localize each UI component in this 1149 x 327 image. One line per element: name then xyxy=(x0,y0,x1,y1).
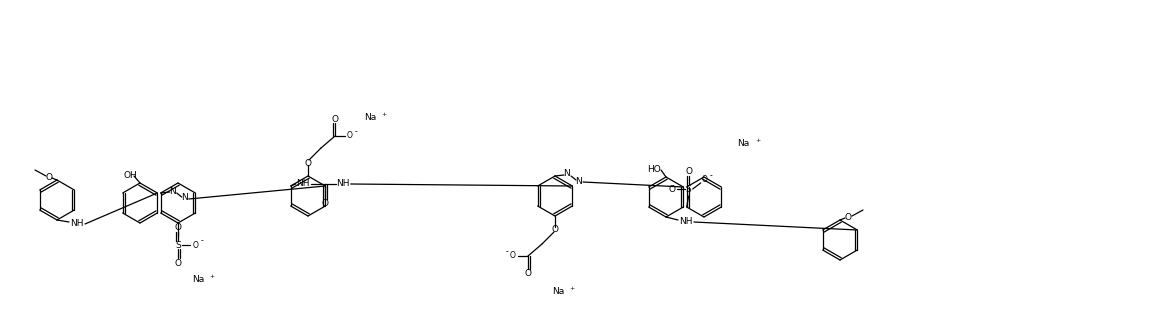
Text: Na: Na xyxy=(552,286,564,296)
Text: O: O xyxy=(304,159,311,167)
Text: O: O xyxy=(524,268,532,278)
Text: N: N xyxy=(576,177,583,185)
Text: -: - xyxy=(506,248,508,256)
Text: Na: Na xyxy=(364,113,376,123)
Text: S: S xyxy=(686,184,692,194)
Text: -: - xyxy=(355,128,357,136)
Text: Na: Na xyxy=(192,276,205,284)
Text: HO: HO xyxy=(647,164,661,174)
Text: NH: NH xyxy=(679,217,693,227)
Text: O: O xyxy=(702,176,708,184)
Text: NH: NH xyxy=(296,180,309,188)
Text: NH: NH xyxy=(336,180,349,188)
Text: +: + xyxy=(755,139,761,144)
Text: O: O xyxy=(510,251,516,261)
Text: Na: Na xyxy=(738,140,750,148)
Text: N: N xyxy=(182,194,188,202)
Text: O: O xyxy=(175,259,182,267)
Text: O: O xyxy=(193,240,199,250)
Text: N: N xyxy=(169,186,176,196)
Text: O: O xyxy=(845,213,851,221)
Text: O: O xyxy=(347,131,353,141)
Text: -: - xyxy=(201,236,203,246)
Text: O: O xyxy=(322,199,329,209)
Text: O: O xyxy=(552,225,558,233)
Text: S: S xyxy=(175,240,180,250)
Text: O: O xyxy=(175,223,182,232)
Text: +: + xyxy=(570,285,574,290)
Text: +: + xyxy=(209,274,215,280)
Text: -: - xyxy=(709,171,712,181)
Text: OH: OH xyxy=(123,170,137,180)
Text: O: O xyxy=(685,167,692,177)
Text: O: O xyxy=(669,184,676,194)
Text: N: N xyxy=(564,169,570,179)
Text: NH: NH xyxy=(70,219,84,229)
Text: +: + xyxy=(381,112,386,117)
Text: O: O xyxy=(332,114,339,124)
Text: O: O xyxy=(46,173,53,181)
